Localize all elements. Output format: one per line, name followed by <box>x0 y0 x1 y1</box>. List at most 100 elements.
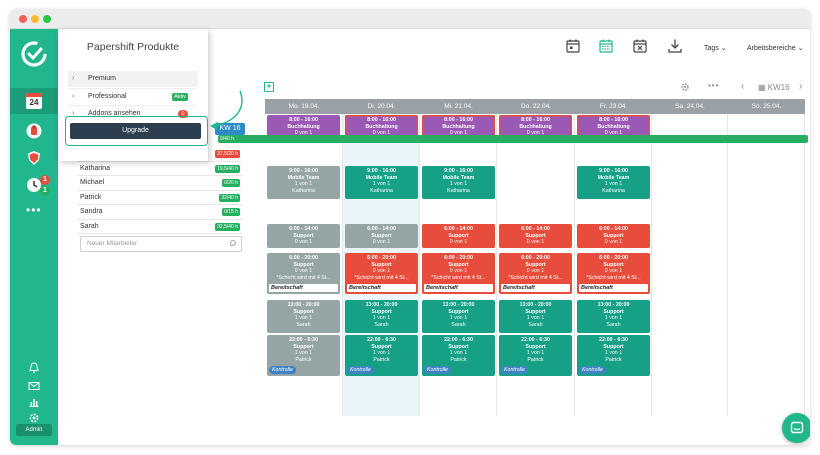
close-window-dot[interactable] <box>19 15 27 23</box>
shift-text: 13:00 - 20:00 <box>287 302 320 308</box>
shift-card[interactable]: 6:00 - 14:00 Support 0 von 1 <box>267 224 340 248</box>
shift-text: *Schicht wird mit 4 St... <box>354 274 409 281</box>
smiley-icon[interactable]: ☺ <box>227 238 238 249</box>
shift-card[interactable]: 9:00 - 16:00 Mobile Team 1 von 1 Katharina <box>577 166 650 199</box>
shift-text: 9:00 - 16:00 <box>367 168 396 174</box>
shift-text: 1 von 1 <box>372 315 391 321</box>
employee-row[interactable]: Michael 0/20 h <box>78 176 242 191</box>
more-options-icon[interactable]: ••• <box>708 81 720 90</box>
shift-text: 0 von 1 <box>372 268 391 274</box>
more-dots-icon[interactable]: ••• <box>26 203 42 217</box>
chat-button[interactable] <box>782 413 810 443</box>
papershift-logo-icon[interactable] <box>19 39 49 69</box>
shift-text: 13:00 - 20:00 <box>365 302 398 308</box>
admin-button[interactable]: Admin <box>16 424 52 436</box>
active-badge: Aktiv <box>172 93 188 101</box>
shift-text: 9:00 - 16:00 <box>444 168 473 174</box>
shift-card[interactable]: 13:00 - 20:00 Support 1 von 1 Sarah <box>345 300 418 333</box>
shift-card[interactable]: 22:00 - 6:30 Support 1 von 1 Patrick Kontrol… <box>345 335 418 376</box>
shift-card[interactable]: 22:00 - 6:30 Support 1 von 1 Patrick Kontrol… <box>422 335 495 376</box>
maximize-window-dot[interactable] <box>43 15 51 23</box>
shift-card[interactable]: 6:00 - 20:00 Support 0 von 1 *Schicht wird … <box>345 253 418 294</box>
shift-card[interactable]: 6:00 - 20:00 Support 0 von 1 *Schicht wird … <box>267 253 340 294</box>
day-column[interactable] <box>728 114 805 416</box>
shift-card[interactable]: 22:00 - 6:30 Support 1 von 1 Patrick Kontrol… <box>577 335 650 376</box>
shift-text: 6:00 - 20:00 <box>521 255 550 261</box>
calendar-day-icon[interactable] <box>565 38 581 54</box>
shift-text: Support <box>525 232 546 239</box>
shield-icon[interactable] <box>26 150 42 166</box>
product-item-premium[interactable]: › Premium <box>68 71 196 87</box>
calendar-icon[interactable]: 24 <box>26 93 42 109</box>
shift-card[interactable]: 6:00 - 14:00 Support 0 von 1 <box>422 224 495 248</box>
tags-dropdown[interactable]: Tags ⌄ <box>704 44 727 52</box>
shift-card[interactable]: 6:00 - 20:00 Support 0 von 1 *Schicht wird … <box>499 253 572 294</box>
shift-card[interactable]: 9:00 - 16:00 Mobile Team 1 von 1 Katharina <box>422 166 495 199</box>
calendar-week-icon[interactable] <box>598 38 614 54</box>
shift-card[interactable]: 9:00 - 16:00 Mobile Team 1 von 1 Katharina <box>345 166 418 199</box>
new-employee-placeholder: Neuer Mitarbeiter <box>87 240 138 247</box>
stats-icon[interactable] <box>28 396 40 408</box>
left-sidebar: 24 1 1 ••• <box>10 29 58 445</box>
bell-icon[interactable] <box>28 362 40 374</box>
shift-text: Sarah <box>451 321 466 328</box>
shift-text: Katharina <box>602 187 625 194</box>
shift-text: Katharina <box>370 187 393 194</box>
employee-row[interactable]: Sarah 32,5/40 h <box>78 220 242 234</box>
shift-card[interactable]: 13:00 - 20:00 Support 1 von 1 Sarah <box>577 300 650 333</box>
minimize-window-dot[interactable] <box>31 15 39 23</box>
download-icon[interactable] <box>667 38 683 54</box>
employee-row[interactable]: Patrick 32/40 h <box>78 191 242 205</box>
shift-text: Sarah <box>296 321 311 328</box>
shift-text: Support <box>448 232 469 239</box>
employee-row[interactable]: Sandra 0/15 h <box>78 205 242 220</box>
shift-card[interactable]: 6:00 - 20:00 Support 0 von 1 *Schicht wird … <box>577 253 650 294</box>
shift-card[interactable]: 22:00 - 6:30 Support 1 von 1 Patrick Kontrol… <box>267 335 340 376</box>
mail-icon[interactable] <box>28 380 40 392</box>
shift-text: Sarah <box>528 321 543 328</box>
shift-text: 8:00 - 16:00 <box>521 117 550 123</box>
calendar-delete-icon[interactable] <box>632 38 648 54</box>
day-header: Fr. 23.04. <box>575 99 652 114</box>
day-column[interactable] <box>497 114 575 416</box>
shift-card[interactable]: 13:00 - 20:00 Support 1 von 1 Sarah <box>499 300 572 333</box>
shift-text: 0 von 1 <box>526 130 545 136</box>
employee-row[interactable]: Katharina 19,5/40 h <box>78 162 242 176</box>
day-column[interactable] <box>420 114 497 416</box>
chevron-down-icon: ⌄ <box>720 45 727 52</box>
next-week-icon[interactable]: › <box>799 81 803 92</box>
shift-text: 1 von 1 <box>294 350 313 356</box>
clock-icon[interactable] <box>26 177 42 193</box>
shift-text: 6:00 - 20:00 <box>367 255 396 261</box>
shift-text: 0 von 1 <box>604 239 623 245</box>
shift-card[interactable]: 22:00 - 6:30 Support 1 von 1 Patrick Kontrol… <box>499 335 572 376</box>
product-item-professional[interactable]: › Professional Aktiv <box>68 88 196 104</box>
shift-text: 0 von 1 <box>604 268 623 274</box>
day-column[interactable] <box>652 114 728 416</box>
employee-hours-badge: 32/40 h <box>219 193 240 202</box>
shift-card[interactable]: 6:00 - 20:00 Support 0 von 1 *Schicht wird … <box>422 253 495 294</box>
bereitschaft-tag: Bereitschaft <box>501 284 570 292</box>
day-column[interactable] <box>575 114 652 416</box>
shift-card[interactable]: 6:00 - 14:00 Support 0 von 1 <box>499 224 572 248</box>
calendar-settings-icon[interactable] <box>680 82 690 92</box>
areas-dropdown[interactable]: Arbeitsbereiche ⌄ <box>747 44 803 52</box>
shift-card[interactable]: 13:00 - 20:00 Support 1 von 1 Sarah <box>267 300 340 333</box>
employees-icon[interactable] <box>26 123 42 139</box>
new-employee-input[interactable]: Neuer Mitarbeiter ☺ <box>80 236 242 252</box>
week-selector[interactable]: ▦ KW16 <box>758 83 790 92</box>
shift-text: Patrick <box>295 356 312 363</box>
shift-card[interactable]: 6:00 - 14:00 Support 0 von 1 <box>345 224 418 248</box>
day-column[interactable] <box>265 114 343 416</box>
shift-card[interactable]: 13:00 - 20:00 Support 1 von 1 Sarah <box>422 300 495 333</box>
previous-week-icon[interactable]: ‹ <box>741 81 745 92</box>
add-shift-icon[interactable]: + <box>264 82 274 92</box>
shift-card[interactable]: 9:00 - 16:00 Mobile Team 1 von 1 Katharina <box>267 166 340 199</box>
shift-text: Support <box>525 343 546 350</box>
settings-gear-icon[interactable] <box>28 412 40 424</box>
shift-text: Support <box>371 261 392 268</box>
upgrade-button[interactable]: Upgrade <box>70 123 201 139</box>
chevron-right-icon: › <box>72 75 75 82</box>
product-item-addons[interactable]: › Addons ansehen 0 <box>68 105 196 121</box>
shift-card[interactable]: 6:00 - 14:00 Support 0 von 1 <box>577 224 650 248</box>
